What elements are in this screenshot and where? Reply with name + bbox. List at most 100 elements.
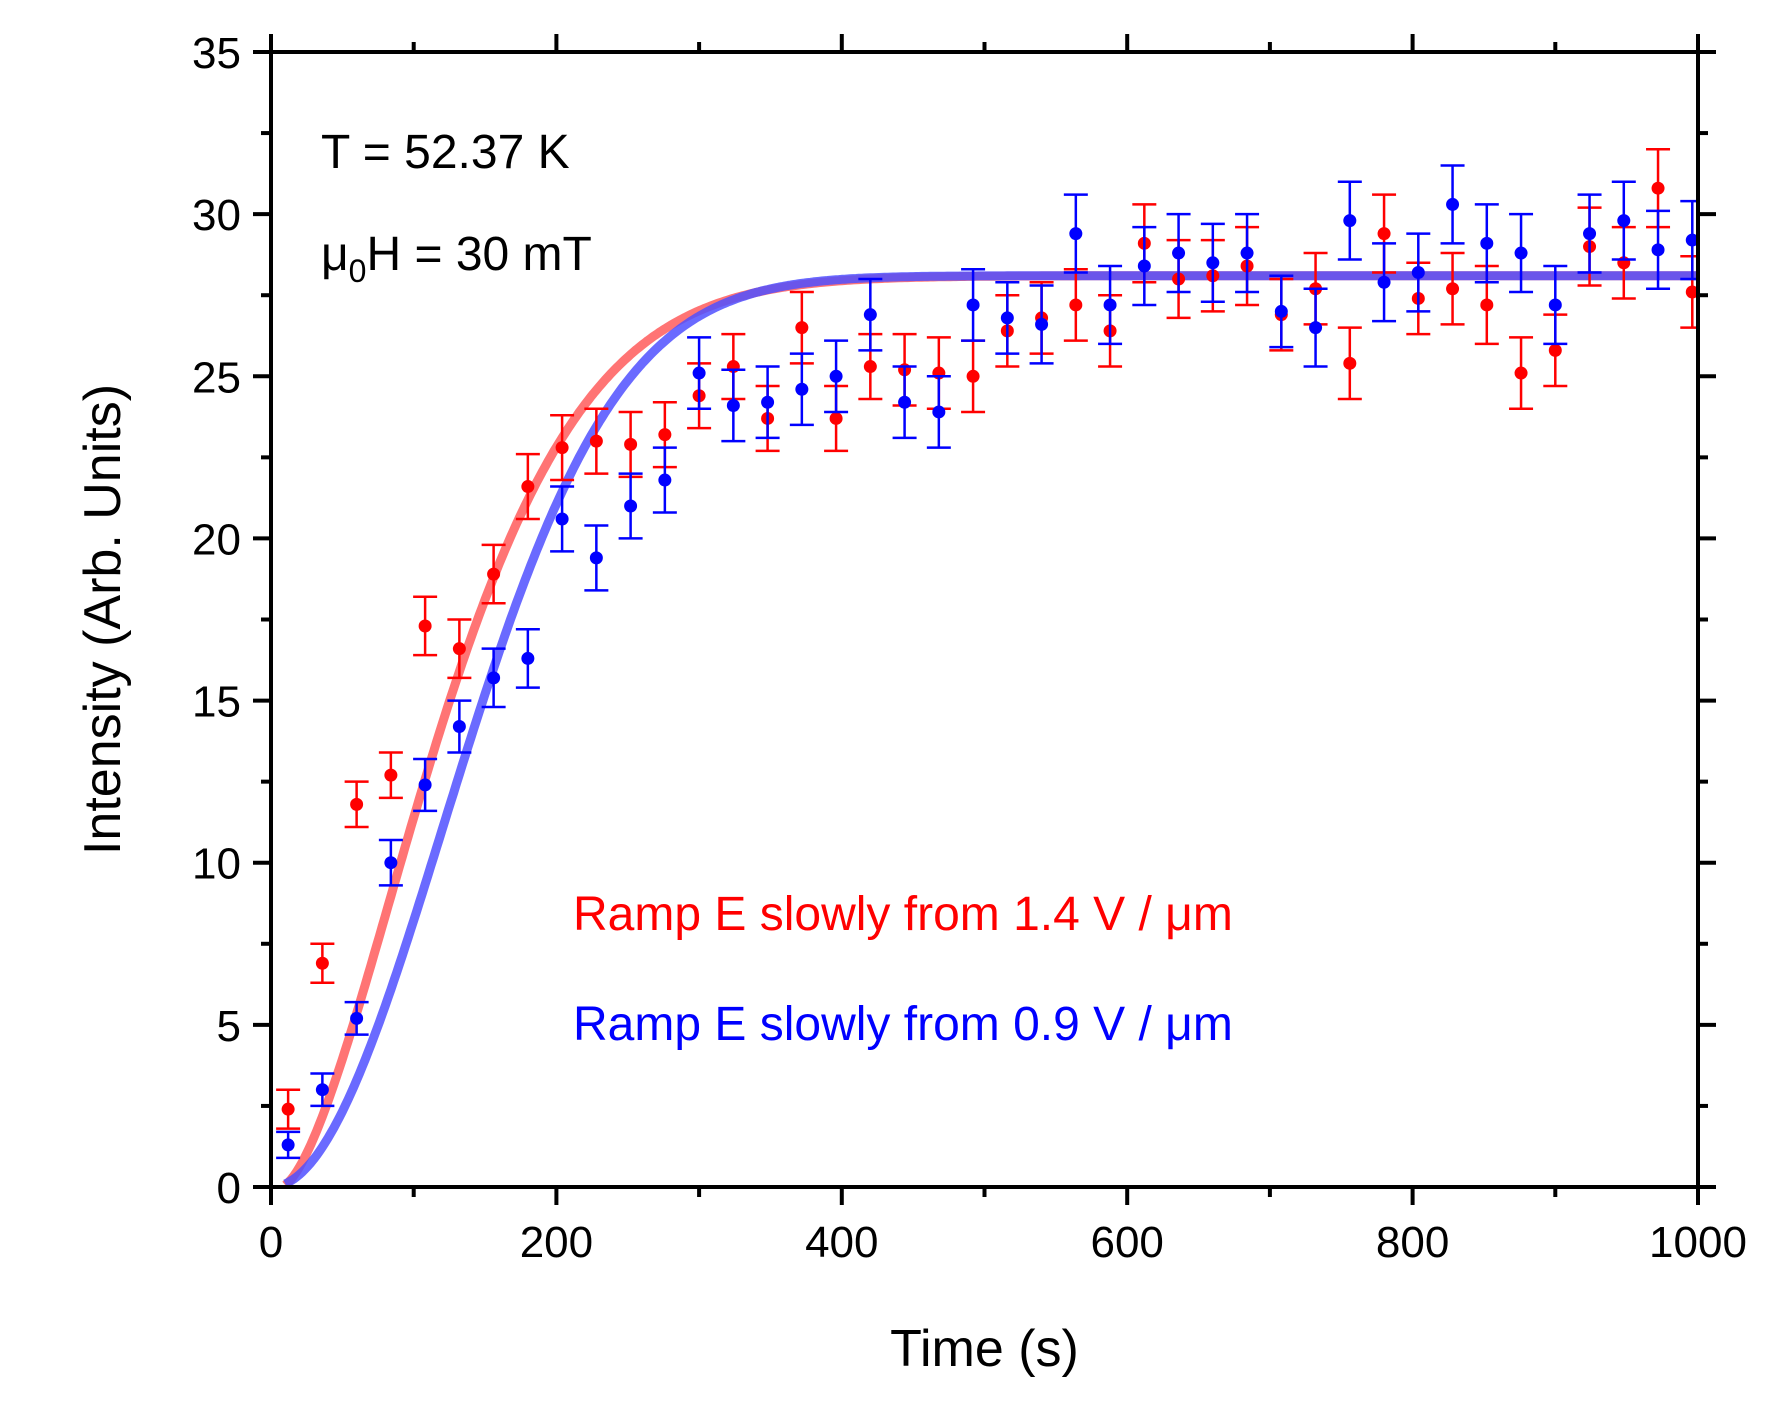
data-point-blue (1098, 264, 1123, 346)
data-point-red (413, 595, 438, 657)
marker-red (1069, 298, 1083, 312)
marker-blue (1651, 243, 1665, 257)
legend-series-blue: Ramp E slowly from 0.9 V / μm (573, 998, 1233, 1051)
marker-blue (1411, 266, 1425, 280)
y-tick-label: 20 (192, 515, 241, 564)
plot-frame (269, 50, 1700, 1189)
fit-curves (282, 271, 1698, 1187)
marker-blue (1617, 214, 1631, 228)
marker-red (315, 956, 329, 970)
data-point-blue (1406, 232, 1431, 313)
data-point-blue (310, 1072, 335, 1108)
marker-blue (726, 398, 740, 412)
data-point-blue (687, 336, 712, 410)
marker-blue (384, 856, 398, 870)
data-point-blue (858, 277, 883, 352)
tick-labels: 0 200 400 600 800 1000 0 5 10 15 20 25 30 35 (192, 29, 1747, 1267)
y-axis-title: Intensity (Arb. Units) (74, 384, 132, 855)
data-point-blue (652, 446, 677, 514)
marker-blue (1035, 317, 1049, 331)
marker-red (966, 369, 980, 383)
marker-blue (966, 298, 980, 312)
marker-blue (932, 405, 946, 419)
data-point-red (481, 543, 506, 605)
marker-blue (418, 778, 432, 792)
marker-blue (555, 512, 569, 526)
data-point-red (1509, 336, 1534, 410)
marker-blue (658, 473, 672, 487)
data-point-blue (1474, 203, 1499, 284)
marker-blue (1000, 311, 1014, 325)
field-mu: μ (321, 228, 349, 281)
data-point-blue (1680, 199, 1698, 281)
data-point-blue (892, 365, 917, 440)
data-point-blue (755, 365, 780, 440)
marker-red (829, 411, 843, 425)
x-tick-label: 800 (1376, 1218, 1449, 1267)
y-tick-label: 10 (192, 840, 241, 889)
data-point-blue (515, 627, 540, 689)
data-points (276, 148, 1698, 1160)
data-point-red (515, 452, 540, 521)
marker-blue (315, 1083, 329, 1097)
marker-blue (1583, 227, 1597, 241)
data-point-blue (995, 280, 1020, 355)
marker-blue (1480, 236, 1494, 250)
marker-blue (1274, 304, 1288, 318)
marker-blue (1206, 256, 1220, 270)
y-tick-label: 0 (217, 1164, 241, 1213)
data-point-red (618, 410, 643, 479)
data-point-blue (1440, 164, 1465, 245)
data-point-red (1440, 251, 1465, 326)
marker-red (624, 437, 638, 451)
marker-blue (1514, 246, 1528, 260)
y-tick-label: 5 (217, 1002, 241, 1051)
marker-red (487, 567, 501, 581)
marker-blue (281, 1138, 295, 1152)
data-point-blue (961, 268, 986, 342)
marker-red (1548, 343, 1562, 357)
marker-red (1480, 298, 1494, 312)
data-point-blue (584, 524, 609, 592)
data-point-blue (1611, 180, 1636, 261)
marker-red (384, 768, 398, 782)
data-point-red (961, 339, 986, 414)
marker-red (589, 434, 603, 448)
marker-blue (1343, 214, 1357, 228)
marker-blue (1548, 298, 1562, 312)
x-tick-label: 0 (259, 1218, 283, 1267)
marker-blue (521, 651, 535, 665)
marker-blue (1103, 298, 1117, 312)
data-point-blue (1372, 242, 1397, 323)
data-point-blue (1235, 212, 1260, 294)
marker-red (795, 321, 809, 335)
data-point-red (584, 407, 609, 475)
y-tick-label: 15 (192, 678, 241, 727)
data-point-blue (276, 1130, 301, 1160)
data-point-blue (1063, 193, 1088, 274)
data-point-blue (1303, 287, 1328, 368)
y-tick-label: 25 (192, 353, 241, 402)
data-point-blue (1029, 284, 1054, 365)
marker-blue (1069, 227, 1083, 241)
data-point-blue (1337, 180, 1362, 261)
marker-red (1343, 356, 1357, 370)
marker-red (418, 619, 432, 633)
field-rest: H = 30 mT (366, 228, 591, 281)
x-tick-label: 200 (520, 1218, 593, 1267)
data-point-blue (1166, 212, 1191, 294)
data-point-blue (1200, 222, 1225, 303)
marker-red (521, 480, 535, 494)
marker-blue (624, 499, 638, 513)
data-point-blue (378, 838, 403, 887)
data-point-blue (1646, 209, 1671, 290)
data-point-red (310, 942, 335, 984)
marker-red (658, 428, 672, 442)
data-point-blue (1132, 225, 1157, 307)
marker-blue (1240, 246, 1254, 260)
marker-blue (692, 366, 706, 380)
marker-blue (1377, 275, 1391, 289)
marker-blue (1309, 321, 1323, 335)
data-point-red (276, 1088, 301, 1130)
